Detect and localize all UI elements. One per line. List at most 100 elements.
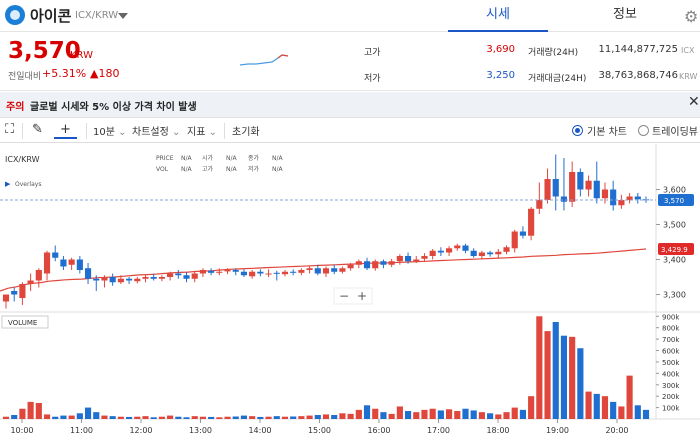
ma-layer [0,248,647,292]
candle-body [314,268,321,274]
prev-day-label: 전일대비 [8,72,42,82]
ohlc-close-label: 종가 [248,154,260,162]
chevron-down-icon: ⌄ [168,127,181,138]
price-tick-label: 3,600 [663,186,686,195]
volume-bar [478,412,485,419]
volume-bar [552,321,559,419]
candle-body [577,172,584,190]
volume-bar [265,416,272,419]
candle-body [544,179,551,200]
volume-bar [117,416,124,419]
candle-body [183,275,190,279]
volume-24h-label: 거래량(24H) [528,48,579,58]
pencil-icon[interactable]: ✎ [32,122,43,137]
coin-logo-icon [5,5,25,25]
gear-icon[interactable]: ⚙ [684,7,699,26]
chevron-down-icon: ⌄ [205,127,217,138]
candle-body [528,208,535,236]
tab-price[interactable]: 시세 [448,0,548,32]
low-label: 저가 [364,74,381,84]
time-tick-label: 15:00 [308,426,331,435]
ohlc-open-value: N/A [226,155,238,162]
chart-settings-button[interactable]: 차트설정 ⌄ [132,123,180,138]
candle-body [240,271,248,276]
volume-bar [446,409,453,419]
candle-body [167,273,174,277]
candle-body [60,259,67,267]
zoom-in-button[interactable]: + [357,289,367,303]
ohlc-price-value: N/A [181,155,193,162]
volume-bar [544,331,551,419]
trading-view-radio[interactable] [638,125,649,136]
candle-body [84,268,92,279]
candle-body [43,252,51,274]
current-price: 3,570 [8,38,81,64]
volume-bar [577,348,584,419]
ohlc-price-label: PRICE [156,155,174,162]
sparkline-tail [277,54,289,59]
volume-bar [429,408,436,419]
candle-body [273,272,280,274]
ohlc-vol-value: N/A [181,166,193,173]
basic-chart-label[interactable]: 기본 차트 [587,127,627,138]
basic-chart-radio[interactable] [572,125,583,136]
reset-button[interactable]: 초기화 [232,127,260,138]
crosshair-icon[interactable]: + [54,122,77,139]
tab-info[interactable]: 정보 [613,7,637,22]
candle-body [150,277,157,279]
candle-body [601,189,609,199]
candle-body [35,270,42,281]
fullscreen-icon[interactable]: ⛶ [5,122,15,137]
candle-body [281,271,289,275]
zoom-controls: − + [333,287,373,305]
volume-bar [454,411,461,419]
candle-body [511,231,518,249]
volume-bar [142,416,149,419]
price-tick-label: 3,400 [663,256,686,265]
volume-tick-label: 800k [662,325,680,333]
overlays-toggle-icon[interactable]: ▶ [5,180,11,188]
current-price-unit: KRW [70,50,93,61]
zoom-out-button[interactable]: − [339,289,349,303]
volume-bar [437,410,444,419]
candle-body [363,261,371,269]
volume-bar [322,414,330,419]
chart-symbol: ICX/KRW [5,155,40,164]
close-icon[interactable]: ✕ [688,94,700,110]
ma-tag: 3,429.9 [661,246,688,254]
candle-body [462,245,469,251]
last-price-tag: 3,570 [664,197,684,205]
indicators-button[interactable]: 지표 ⌄ [187,123,217,138]
sparkline-chart [239,54,289,66]
volume-bar [2,416,10,419]
change-amount: ▲180 [90,67,120,80]
candle-body [93,278,100,281]
time-tick-label: 12:00 [129,426,152,435]
candle-body [413,259,420,262]
candle-body [232,270,239,272]
candle-body [76,259,83,270]
volume-bar [470,410,477,419]
volume-bar [331,415,338,419]
notice-text: 글로벌 시세와 5% 이상 가격 차이 발생 [30,102,197,113]
coin-name: 아이콘 [30,7,72,25]
ohlc-close-value: N/A [272,155,284,162]
price-tick-label: 3,500 [663,221,686,230]
moving-average-line [0,248,647,292]
volume-bar [626,375,633,419]
last-price-tag-bg [658,194,694,206]
overlays-label[interactable]: Overlays [15,181,41,188]
change-rate: +5.31% [42,67,87,80]
interval-select[interactable]: 10분 ⌄ [93,123,127,138]
chart-toolbar: ⛶ ✎ + 10분 ⌄ 차트설정 ⌄ 지표 ⌄ 초기화 기본 차트 트레이딩뷰 [0,119,700,143]
volume-bar [355,409,362,419]
volume-label: VOLUME [8,319,37,327]
candle-body [290,271,297,273]
coin-select-chevron-down-icon[interactable] [118,13,128,19]
volume-bar [569,336,576,419]
candle-body [396,256,403,262]
candle-body [610,189,617,206]
trading-view-label[interactable]: 트레이딩뷰 [652,127,698,138]
candle-body [487,252,494,255]
candlestick-chart[interactable]: 3,300 3,400 3,500 3,600 900k 800k 700k 600k 500k… [0,144,700,441]
